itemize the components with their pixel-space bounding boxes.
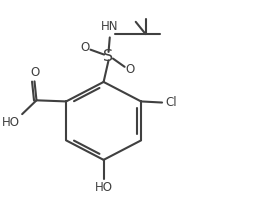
Text: HO: HO: [2, 116, 20, 129]
Text: HO: HO: [95, 181, 113, 194]
Text: S: S: [103, 49, 114, 64]
Text: O: O: [80, 41, 89, 54]
Text: HN: HN: [101, 20, 119, 33]
Text: Cl: Cl: [166, 96, 177, 109]
Text: O: O: [30, 66, 39, 79]
Text: O: O: [125, 63, 134, 76]
